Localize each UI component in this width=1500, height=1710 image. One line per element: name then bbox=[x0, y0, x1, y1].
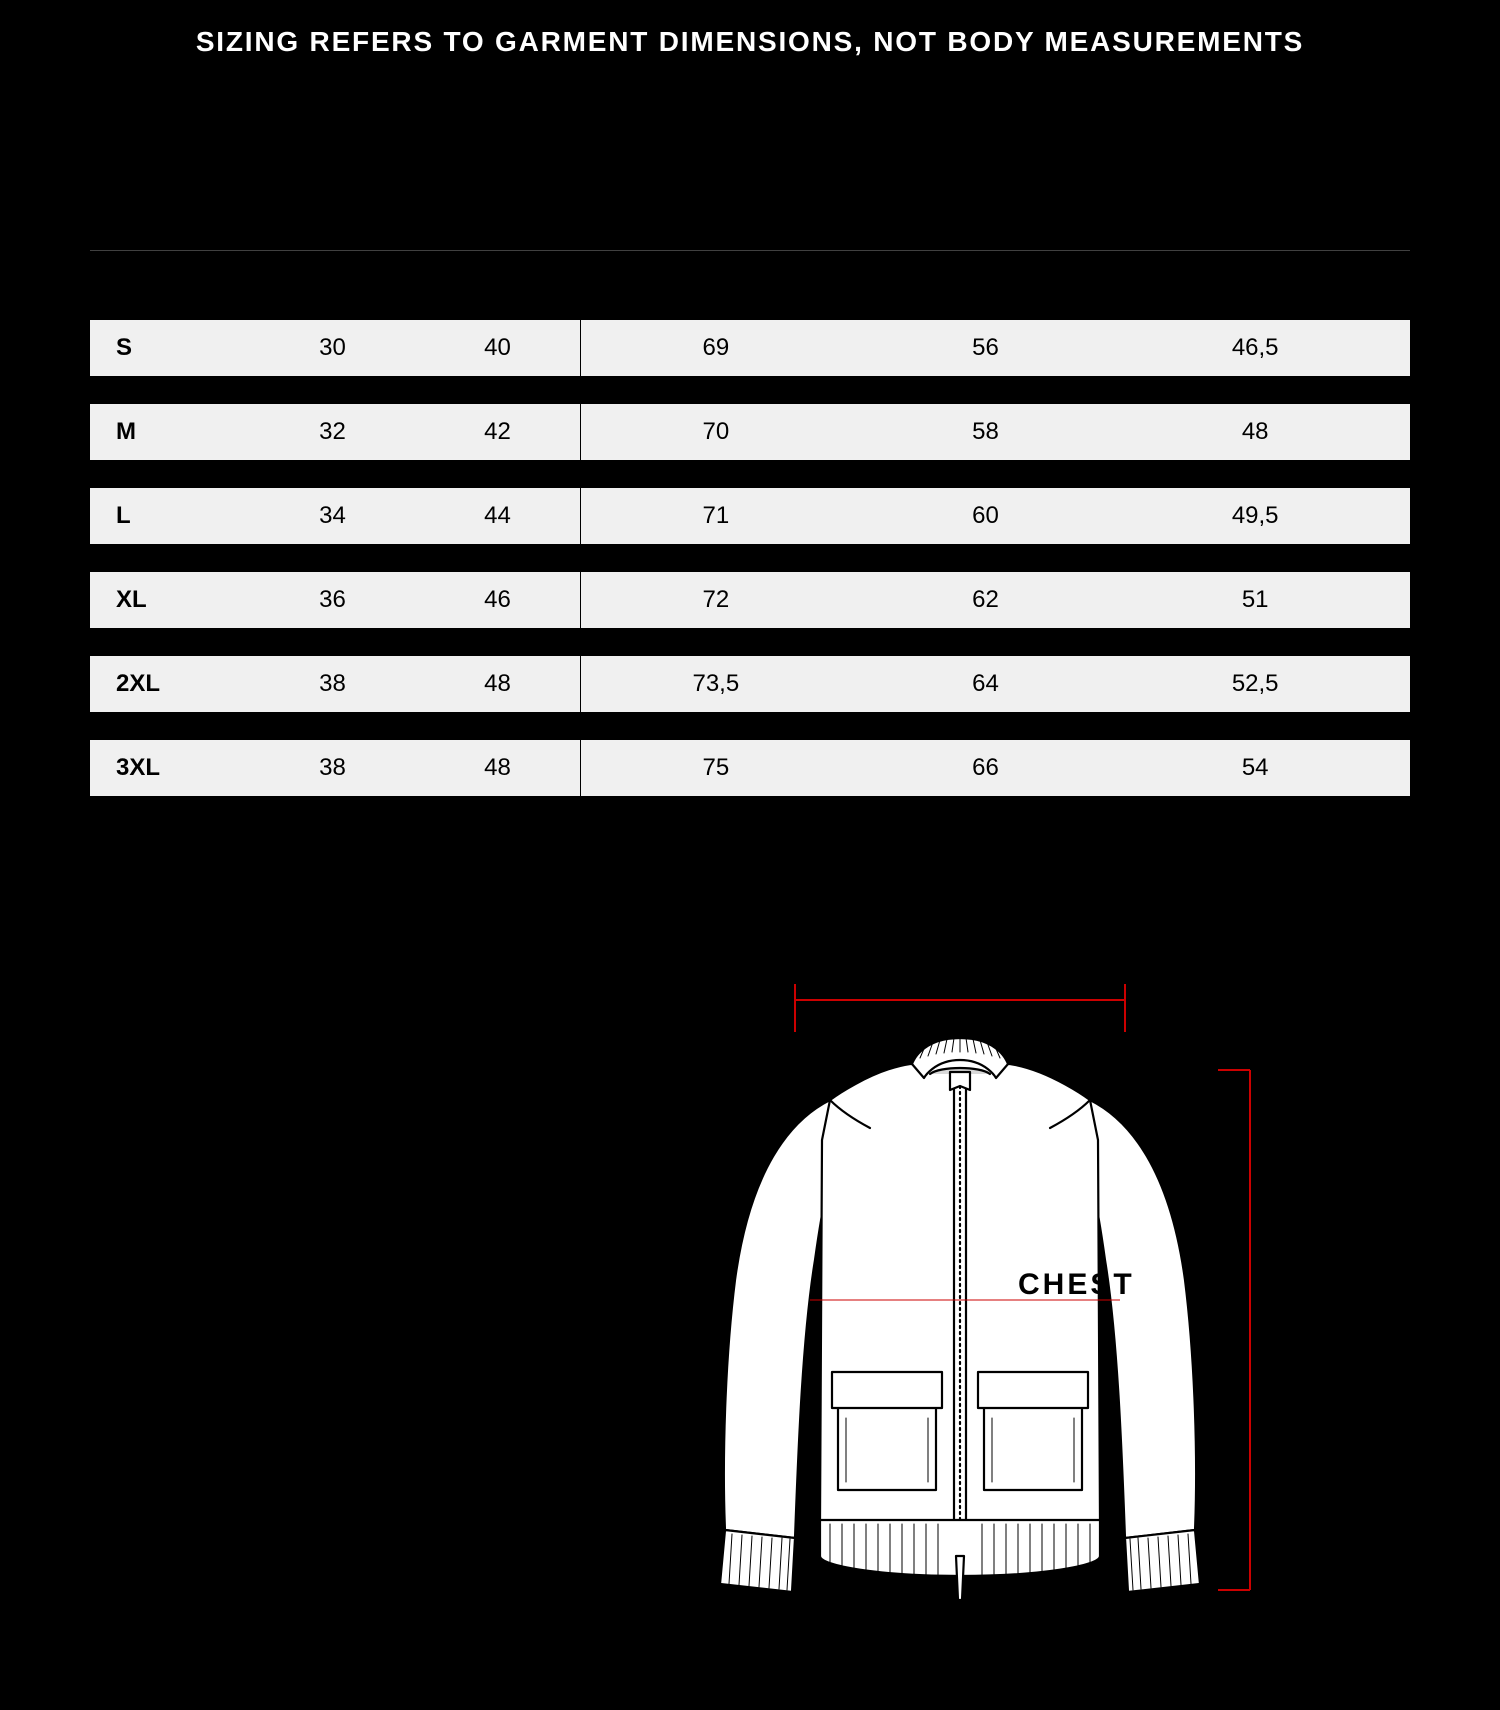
divider-line bbox=[90, 250, 1410, 251]
cell-value: 75 bbox=[581, 754, 851, 782]
cell-value: 34 bbox=[250, 502, 415, 530]
cell-value: 36 bbox=[250, 586, 415, 614]
cell-value: 51 bbox=[1120, 586, 1410, 614]
table-row: 3XL 38 48 75 66 54 bbox=[90, 740, 1410, 796]
cell-value: 38 bbox=[250, 670, 415, 698]
cell-size: 2XL bbox=[90, 670, 250, 698]
cell-value: 32 bbox=[250, 418, 415, 446]
cell-value: 64 bbox=[851, 670, 1121, 698]
cell-value: 42 bbox=[415, 418, 580, 446]
cell-size: XL bbox=[90, 586, 250, 614]
cell-value: 30 bbox=[250, 334, 415, 362]
cell-size: 3XL bbox=[90, 754, 250, 782]
cell-value: 40 bbox=[415, 334, 580, 362]
cell-value: 70 bbox=[581, 418, 851, 446]
cell-value: 73,5 bbox=[581, 670, 851, 698]
cell-value: 48 bbox=[415, 754, 580, 782]
page-title: SIZING REFERS TO GARMENT DIMENSIONS, NOT… bbox=[0, 0, 1500, 58]
jacket-svg bbox=[680, 960, 1300, 1680]
cell-value: 38 bbox=[250, 754, 415, 782]
table-row: S 30 40 69 56 46,5 bbox=[90, 320, 1410, 376]
cell-size: S bbox=[90, 334, 250, 362]
cell-value: 58 bbox=[851, 418, 1121, 446]
cell-value: 60 bbox=[851, 502, 1121, 530]
table-row: L 34 44 71 60 49,5 bbox=[90, 488, 1410, 544]
table-row: XL 36 46 72 62 51 bbox=[90, 572, 1410, 628]
table-row: 2XL 38 48 73,5 64 52,5 bbox=[90, 656, 1410, 712]
size-table: S 30 40 69 56 46,5 M 32 42 70 58 48 L 34… bbox=[90, 320, 1410, 824]
cell-value: 49,5 bbox=[1120, 502, 1410, 530]
cell-size: M bbox=[90, 418, 250, 446]
cell-value: 56 bbox=[851, 334, 1121, 362]
chest-label: CHEST bbox=[1018, 1268, 1135, 1302]
cell-value: 52,5 bbox=[1120, 670, 1410, 698]
table-row: M 32 42 70 58 48 bbox=[90, 404, 1410, 460]
cell-value: 62 bbox=[851, 586, 1121, 614]
jacket-diagram: CHEST bbox=[680, 960, 1300, 1680]
cell-value: 72 bbox=[581, 586, 851, 614]
cell-value: 54 bbox=[1120, 754, 1410, 782]
cell-value: 66 bbox=[851, 754, 1121, 782]
cell-value: 69 bbox=[581, 334, 851, 362]
cell-value: 46 bbox=[415, 586, 580, 614]
cell-size: L bbox=[90, 502, 250, 530]
cell-value: 71 bbox=[581, 502, 851, 530]
cell-value: 46,5 bbox=[1120, 334, 1410, 362]
cell-value: 48 bbox=[415, 670, 580, 698]
cell-value: 44 bbox=[415, 502, 580, 530]
cell-value: 48 bbox=[1120, 418, 1410, 446]
